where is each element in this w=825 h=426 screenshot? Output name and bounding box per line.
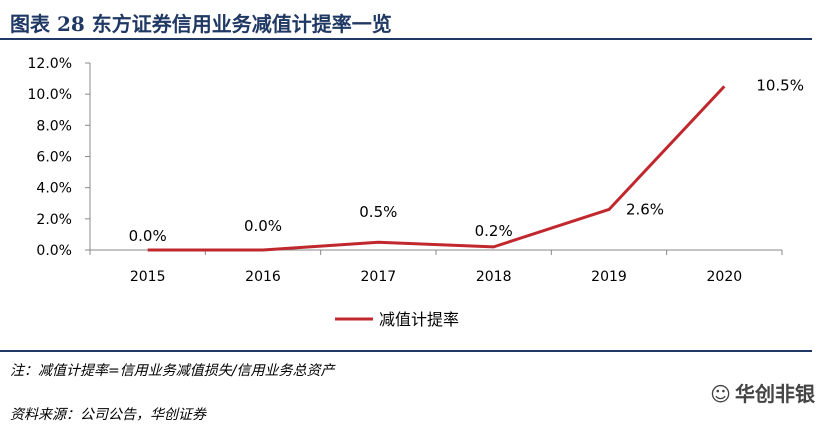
y-tick-label: 10.0% (28, 87, 72, 103)
watermark: ☺ 华创非银 (710, 378, 815, 407)
x-tick-label: 2020 (707, 269, 743, 285)
wechat-icon: ☺ (710, 382, 731, 406)
x-tick-label: 2015 (130, 269, 166, 285)
x-tick-label: 2019 (591, 269, 627, 285)
y-tick-label: 6.0% (36, 150, 72, 166)
note-text: 注：减值计提率=信用业务减值损失/信用业务总资产 (10, 363, 335, 379)
x-axis: 2015 2016 2017 2018 2019 2020 (89, 249, 783, 285)
title-rule (0, 38, 812, 40)
y-axis: 0.0% 2.0% 4.0% 6.0% 8.0% 10.0% 12.0% (28, 56, 91, 259)
x-tick-label: 2018 (476, 269, 512, 285)
y-tick-label: 12.0% (28, 56, 72, 72)
y-tick-label: 2.0% (36, 212, 72, 228)
series-line (147, 85, 726, 252)
line-chart: 0.0%2.0%4.0%6.0%8.0%10.0%12.0% 2015 2016 2… (28, 56, 804, 329)
x-tick-label: 2016 (245, 269, 281, 285)
figure-title: 图表 28 东方证券信用业务减值计提率一览 (10, 12, 392, 36)
y-tick-label: 8.0% (36, 118, 72, 134)
footer-rule (0, 350, 812, 352)
source-text: 资料来源：公司公告，华创证券 (10, 407, 206, 423)
data-label: 10.5% (756, 76, 804, 94)
data-label: 0.0% (129, 227, 167, 245)
chart-series: 0.0% 0.0% 0.5% 0.2% 2.6% 10.5% (129, 76, 804, 252)
y-tick-label: 4.0% (36, 181, 72, 197)
data-label: 0.5% (359, 203, 397, 221)
data-label: 2.6% (626, 200, 664, 218)
legend-label: 减值计提率 (379, 310, 459, 329)
data-label: 0.0% (244, 217, 282, 235)
watermark-label: 华创非银 (735, 382, 815, 406)
data-label: 0.2% (475, 222, 513, 240)
y-tick-label: 0.0% (36, 243, 72, 259)
chart-legend: 减值计提率 (335, 310, 459, 329)
x-tick-label: 2017 (361, 269, 397, 285)
